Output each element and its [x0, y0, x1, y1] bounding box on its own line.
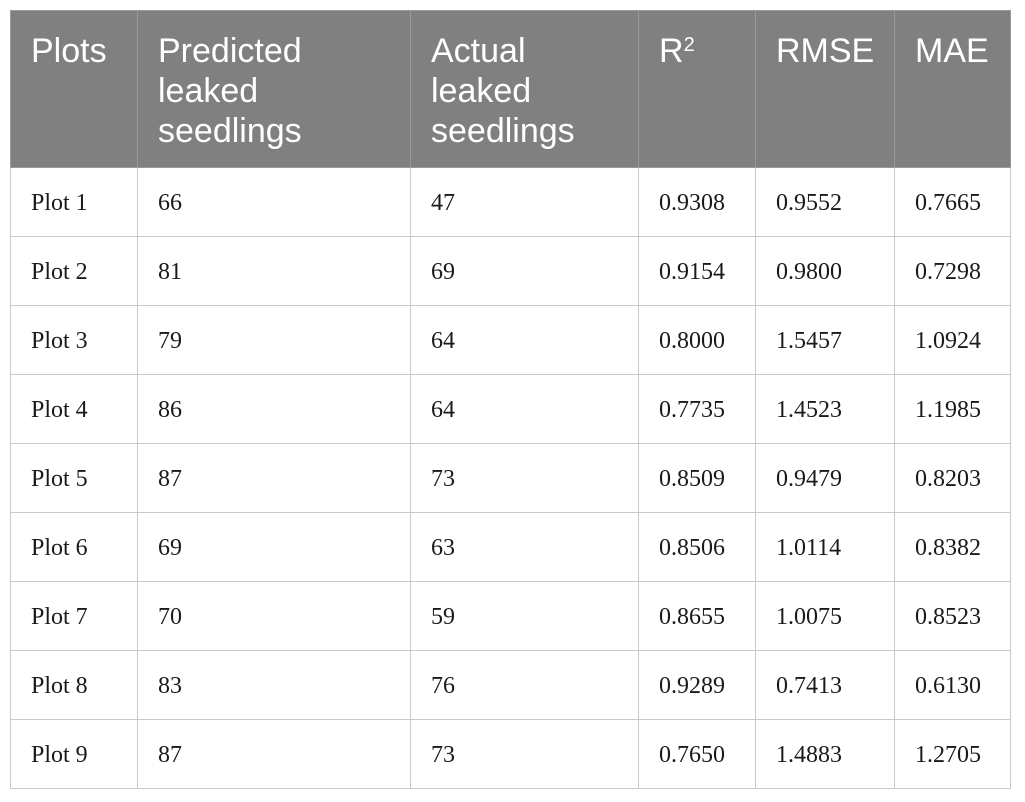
header-r2-superscript: 2	[683, 34, 695, 56]
cell-rmse: 1.0075	[755, 581, 895, 651]
cell-mae: 0.8382	[894, 512, 1011, 582]
cell-rmse: 1.0114	[755, 512, 895, 582]
cell-actual: 64	[410, 305, 639, 375]
header-plots: Plots	[10, 10, 138, 168]
cell-mae: 0.8523	[894, 581, 1011, 651]
cell-rmse: 0.9800	[755, 236, 895, 306]
header-predicted: Predicted leaked seedlings	[137, 10, 411, 168]
cell-plot: Plot 5	[10, 443, 138, 513]
cell-r2: 0.9308	[638, 167, 756, 237]
cell-r2: 0.9289	[638, 650, 756, 720]
cell-mae: 0.8203	[894, 443, 1011, 513]
cell-actual: 63	[410, 512, 639, 582]
header-actual: Actual leaked seedlings	[410, 10, 639, 168]
table-header: Plots Predicted leaked seedlings Actual …	[10, 10, 1011, 168]
cell-mae: 1.0924	[894, 305, 1011, 375]
cell-rmse: 1.4523	[755, 374, 895, 444]
cell-actual: 73	[410, 443, 639, 513]
cell-predicted: 83	[137, 650, 411, 720]
cell-mae: 0.7665	[894, 167, 1011, 237]
table-row: Plot 2 81 69 0.9154 0.9800 0.7298	[10, 236, 1011, 306]
cell-predicted: 70	[137, 581, 411, 651]
table-row: Plot 3 79 64 0.8000 1.5457 1.0924	[10, 305, 1011, 375]
cell-mae: 1.1985	[894, 374, 1011, 444]
cell-predicted: 66	[137, 167, 411, 237]
cell-rmse: 1.5457	[755, 305, 895, 375]
cell-plot: Plot 6	[10, 512, 138, 582]
results-table-container: Plots Predicted leaked seedlings Actual …	[10, 10, 1011, 791]
cell-predicted: 81	[137, 236, 411, 306]
cell-plot: Plot 1	[10, 167, 138, 237]
table-row: Plot 8 83 76 0.9289 0.7413 0.6130	[10, 650, 1011, 720]
header-mae: MAE	[894, 10, 1011, 168]
table-row: Plot 6 69 63 0.8506 1.0114 0.8382	[10, 512, 1011, 582]
cell-r2: 0.7650	[638, 719, 756, 789]
cell-mae: 0.6130	[894, 650, 1011, 720]
cell-plot: Plot 7	[10, 581, 138, 651]
cell-r2: 0.7735	[638, 374, 756, 444]
table-row: Plot 5 87 73 0.8509 0.9479 0.8203	[10, 443, 1011, 513]
cell-predicted: 69	[137, 512, 411, 582]
cell-plot: Plot 2	[10, 236, 138, 306]
cell-predicted: 87	[137, 443, 411, 513]
cell-r2: 0.8000	[638, 305, 756, 375]
cell-rmse: 0.9552	[755, 167, 895, 237]
cell-plot: Plot 4	[10, 374, 138, 444]
table-row: Plot 1 66 47 0.9308 0.9552 0.7665	[10, 167, 1011, 237]
cell-mae: 1.2705	[894, 719, 1011, 789]
header-rmse: RMSE	[755, 10, 895, 168]
cell-r2: 0.8655	[638, 581, 756, 651]
table-row: Plot 7 70 59 0.8655 1.0075 0.8523	[10, 581, 1011, 651]
header-r2: R2	[638, 10, 756, 168]
cell-r2: 0.8506	[638, 512, 756, 582]
cell-actual: 76	[410, 650, 639, 720]
cell-predicted: 79	[137, 305, 411, 375]
header-row: Plots Predicted leaked seedlings Actual …	[10, 10, 1011, 168]
cell-predicted: 86	[137, 374, 411, 444]
cell-r2: 0.8509	[638, 443, 756, 513]
cell-plot: Plot 9	[10, 719, 138, 789]
cell-mae: 0.7298	[894, 236, 1011, 306]
cell-actual: 69	[410, 236, 639, 306]
cell-actual: 73	[410, 719, 639, 789]
header-r2-base: R	[659, 32, 684, 70]
cell-rmse: 1.4883	[755, 719, 895, 789]
cell-plot: Plot 8	[10, 650, 138, 720]
results-table: Plots Predicted leaked seedlings Actual …	[10, 10, 1011, 789]
cell-r2: 0.9154	[638, 236, 756, 306]
table-row: Plot 9 87 73 0.7650 1.4883 1.2705	[10, 719, 1011, 789]
cell-predicted: 87	[137, 719, 411, 789]
cell-actual: 47	[410, 167, 639, 237]
cell-rmse: 0.7413	[755, 650, 895, 720]
table-row: Plot 4 86 64 0.7735 1.4523 1.1985	[10, 374, 1011, 444]
cell-rmse: 0.9479	[755, 443, 895, 513]
cell-actual: 59	[410, 581, 639, 651]
cell-plot: Plot 3	[10, 305, 138, 375]
table-body: Plot 1 66 47 0.9308 0.9552 0.7665 Plot 2…	[10, 167, 1011, 789]
cell-actual: 64	[410, 374, 639, 444]
